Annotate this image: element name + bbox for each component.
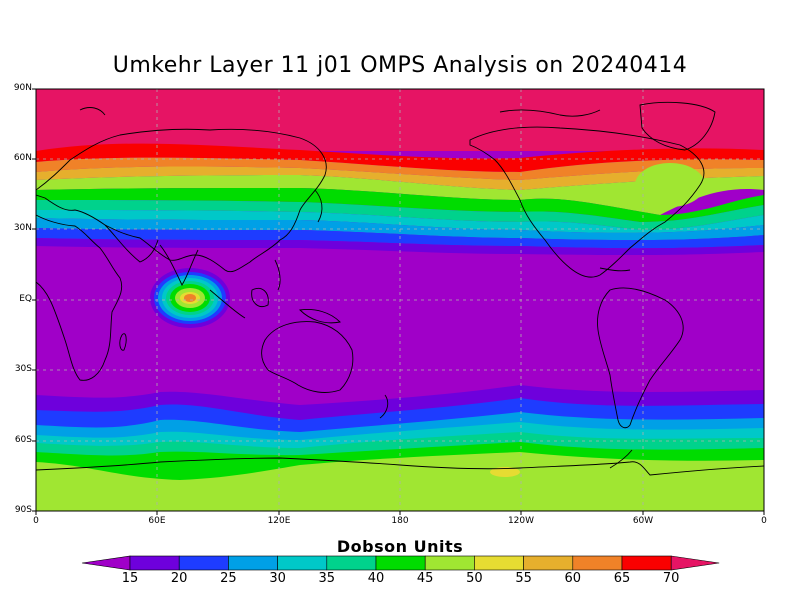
lon-label-60e: 60E [148, 516, 166, 526]
blob-s-55 [490, 467, 520, 477]
band-n-20 [36, 238, 764, 256]
lon-label-120e: 120E [267, 516, 291, 526]
greenland-coast [639, 101, 716, 151]
india-coast [159, 244, 199, 286]
northamerica-coast [469, 126, 705, 278]
lat-label-60s: 60S [14, 435, 32, 445]
colorbar-tick-label: 15 [121, 571, 139, 586]
lat-label-90s: 90S [14, 505, 32, 515]
lat-label-60n: 60N [13, 153, 32, 163]
axis-ticks [32, 88, 765, 515]
map-title: Umkehr Layer 11 j01 OMPS Analysis on 202… [112, 53, 688, 78]
colorbar-tick-label: 30 [269, 571, 286, 586]
colorbar-tick-label: 20 [170, 571, 188, 586]
arabia-coast [104, 224, 159, 263]
japan-coast [314, 189, 323, 223]
lat-label-eq: EQ [19, 294, 32, 304]
newzealand-coast [379, 394, 389, 419]
coastlines [36, 101, 764, 476]
colorbar-tick-label: 65 [613, 571, 631, 586]
lon-label-0-east: 0 [761, 516, 767, 526]
blob-60 [184, 294, 196, 302]
lon-label-0-west: 0 [33, 516, 39, 526]
eurasia-coast [36, 128, 327, 273]
caribbean-coast [599, 267, 631, 272]
grid-lines [36, 89, 764, 511]
colorbar-tick-label: 45 [416, 571, 434, 586]
borneo-coast [251, 287, 269, 307]
band-n-50 [36, 175, 764, 215]
lat-label-30s: 30S [14, 364, 32, 374]
arctic-islands-coast [499, 109, 601, 117]
antarctica-coast [36, 457, 764, 476]
lon-label-120w: 120W [507, 516, 535, 526]
band-n-65 [36, 143, 764, 172]
newguinea-coast [299, 309, 341, 324]
colorbar-tick-label: 50 [466, 571, 483, 586]
madagascar-coast [119, 333, 127, 351]
antarctic-peninsula-coast [609, 449, 633, 469]
band-n-35 [36, 210, 764, 233]
colorbar-tick-label: 60 [564, 571, 582, 586]
lat-label-30n: 30N [13, 223, 32, 233]
lat-label-90n: 90N [13, 83, 32, 93]
southamerica-coast [597, 287, 684, 429]
colorbar-tick-label: 25 [220, 571, 237, 586]
philippines-coast [274, 259, 281, 291]
sumatra-coast [209, 289, 246, 319]
colorbar-title: Dobson Units [336, 537, 464, 556]
australia-coast [261, 321, 354, 393]
svalbard-coast [79, 107, 106, 116]
colorbar-tick-label: 55 [515, 571, 532, 586]
bulge-n-55 [656, 172, 684, 188]
colorbar-tick-label: 70 [662, 571, 680, 586]
colorbar-tick-label: 40 [367, 571, 385, 586]
lon-label-60w: 60W [632, 516, 654, 526]
lon-label-180: 180 [391, 516, 409, 526]
colorbar-tick-label: 35 [318, 571, 336, 586]
africa-coast [36, 214, 123, 381]
band-n-55 [36, 166, 764, 190]
band-n-45 [36, 188, 764, 222]
